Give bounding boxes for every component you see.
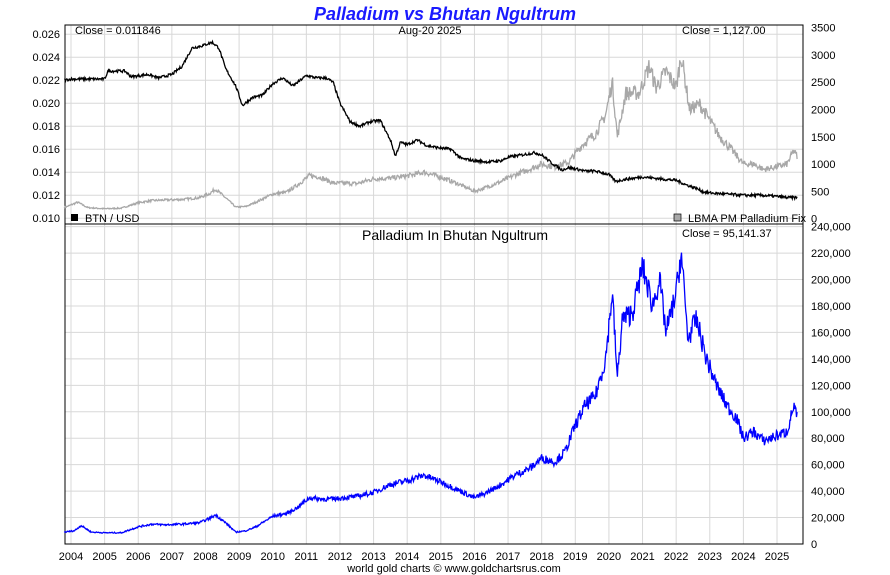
x-tick-label: 2007	[160, 551, 184, 563]
bottom-panel-grid	[65, 224, 803, 545]
y-right-bottom-tick-label: 240,000	[811, 222, 851, 234]
x-tick-label: 2005	[92, 551, 116, 563]
y-right-bottom-tick-label: 220,000	[811, 248, 851, 260]
top-panel-grid	[65, 25, 803, 224]
x-tick-label: 2013	[361, 551, 385, 563]
bottom-close-label: Close = 95,141.37	[682, 228, 772, 240]
y-left-tick-label: 0.018	[32, 121, 60, 133]
x-tick-label: 2025	[765, 551, 789, 563]
footer-credit: world gold charts © www.goldchartsrus.co…	[346, 563, 561, 575]
y-right-top-tick-label: 500	[811, 186, 829, 198]
x-tick-label: 2015	[429, 551, 453, 563]
x-tick-label: 2024	[731, 551, 755, 563]
y-right-top-tick-label: 2500	[811, 77, 835, 89]
chart-title: Palladium vs Bhutan Ngultrum	[314, 4, 576, 24]
series-line-btn-usd	[64, 39, 798, 202]
legend-label-btn-usd: BTN / USD	[85, 213, 139, 225]
top-right-close-label: Close = 1,127.00	[682, 25, 765, 37]
top-left-close-label: Close = 0.011846	[75, 25, 161, 37]
y-right-bottom-tick-label: 140,000	[811, 354, 851, 366]
x-tick-label: 2018	[529, 551, 553, 563]
y-right-bottom-tick-label: 120,000	[811, 380, 851, 392]
x-tick-label: 2014	[395, 551, 419, 563]
y-left-tick-label: 0.024	[32, 52, 60, 64]
x-tick-label: 2008	[193, 551, 217, 563]
y-right-bottom-tick-label: 160,000	[811, 327, 851, 339]
series-line-palladium-btn	[63, 252, 798, 534]
legend-label-palladium: LBMA PM Palladium Fix	[688, 213, 806, 225]
legend-swatch-btn-usd	[71, 214, 78, 221]
x-tick-label: 2022	[664, 551, 688, 563]
y-left-tick-label: 0.012	[32, 190, 60, 202]
x-tick-label: 2016	[462, 551, 486, 563]
x-tick-label: 2017	[496, 551, 520, 563]
date-label: Aug-20 2025	[399, 25, 462, 37]
top-right-axis-ticks: 0 500 1000 1500 2000 2500 3000 3500	[811, 23, 835, 226]
y-right-bottom-tick-label: 80,000	[811, 433, 845, 445]
y-right-top-tick-label: 3500	[811, 23, 835, 35]
bottom-panel-title: Palladium In Bhutan Ngultrum	[362, 227, 548, 243]
y-right-bottom-tick-label: 100,000	[811, 407, 851, 419]
top-panel-frame	[64, 24, 804, 225]
y-right-bottom-tick-label: 20,000	[811, 513, 845, 525]
x-tick-label: 2010	[260, 551, 284, 563]
x-tick-label: 2012	[328, 551, 352, 563]
y-left-tick-label: 0.014	[32, 167, 60, 179]
x-tick-label: 2020	[597, 551, 621, 563]
y-left-tick-label: 0.020	[32, 98, 60, 110]
x-tick-label: 2019	[563, 551, 587, 563]
x-tick-label: 2011	[295, 551, 319, 563]
y-right-top-tick-label: 1000	[811, 159, 835, 171]
y-right-top-tick-label: 0	[811, 214, 817, 226]
top-left-axis-ticks: 0.010 0.012 0.014 0.016 0.018 0.020 0.022 0.024…	[32, 29, 60, 225]
y-left-tick-label: 0.016	[32, 144, 60, 156]
y-left-tick-label: 0.022	[32, 75, 60, 87]
y-right-bottom-tick-label: 40,000	[811, 486, 845, 498]
series-line-palladium	[63, 60, 798, 211]
legend-swatch-palladium	[673, 213, 682, 222]
y-right-bottom-tick-label: 0	[811, 539, 817, 551]
bottom-panel-frame	[64, 223, 804, 545]
x-axis-ticks: 2004 2005 2006 2007 2008 2009 2010 2011 2012 2013…	[59, 551, 790, 563]
x-tick-label: 2021	[630, 551, 654, 563]
y-right-bottom-tick-label: 180,000	[811, 301, 851, 313]
y-right-top-tick-label: 3000	[811, 50, 835, 62]
x-tick-label: 2004	[59, 551, 83, 563]
bottom-right-axis-ticks: 0 20,000 40,000 60,000 80,000 100,000 120,000 1…	[811, 222, 851, 551]
x-tick-label: 2023	[698, 551, 722, 563]
x-tick-label: 2009	[227, 551, 251, 563]
y-right-bottom-tick-label: 200,000	[811, 275, 851, 287]
y-left-tick-label: 0.010	[32, 213, 60, 225]
y-right-bottom-tick-label: 60,000	[811, 460, 845, 472]
x-tick-label: 2006	[126, 551, 150, 563]
y-left-tick-label: 0.026	[32, 29, 60, 41]
y-right-top-tick-label: 1500	[811, 132, 835, 144]
y-right-top-tick-label: 2000	[811, 105, 835, 117]
